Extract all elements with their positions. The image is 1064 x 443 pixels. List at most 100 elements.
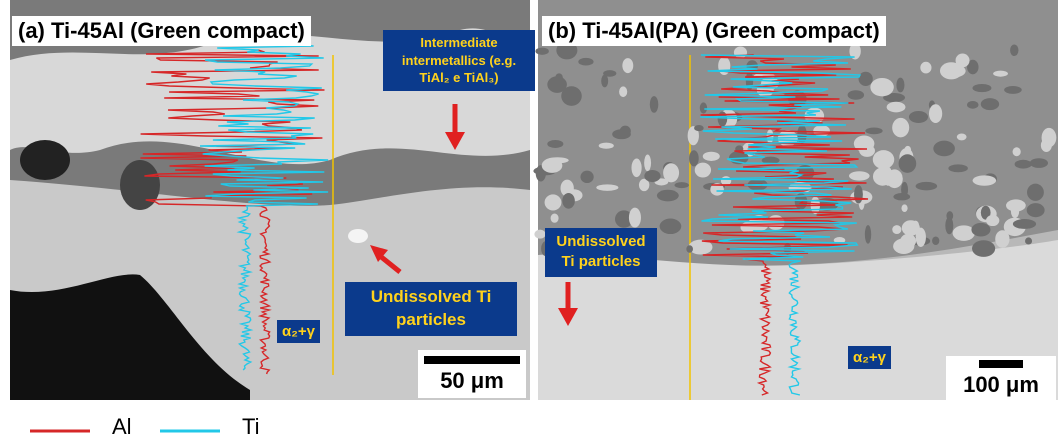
grain xyxy=(580,171,593,183)
grain xyxy=(663,163,679,182)
grain xyxy=(601,75,608,88)
grain xyxy=(892,118,909,138)
grain xyxy=(1013,219,1036,229)
grain xyxy=(689,150,699,166)
grain xyxy=(644,154,651,171)
grain xyxy=(892,225,901,234)
grain xyxy=(946,211,953,220)
grain xyxy=(631,159,641,178)
grain xyxy=(603,70,616,77)
grain xyxy=(971,223,990,237)
pore xyxy=(120,160,160,210)
grain xyxy=(957,133,967,140)
grain xyxy=(1004,86,1022,94)
grain xyxy=(734,47,747,59)
grain xyxy=(1041,139,1052,152)
grain xyxy=(1006,199,1026,211)
grain xyxy=(899,154,917,173)
panel-label: (b) Ti-45Al(PA) (Green compact) xyxy=(542,16,886,46)
grain xyxy=(718,111,728,126)
annotation: Intermediate intermetallics (e.g. TiAl₂ … xyxy=(383,30,535,91)
grain xyxy=(901,204,907,212)
grain xyxy=(695,163,711,178)
grain xyxy=(1027,203,1045,217)
grain xyxy=(870,78,893,96)
grain xyxy=(972,84,991,92)
panel-label: (a) Ti-45Al (Green compact) xyxy=(12,16,311,46)
grain xyxy=(956,53,970,67)
grain xyxy=(1030,158,1048,168)
grain xyxy=(1027,184,1044,201)
grain xyxy=(629,208,641,228)
grain xyxy=(929,104,942,123)
legend-label: Ti xyxy=(242,414,260,440)
grain xyxy=(599,143,614,149)
grain xyxy=(644,170,660,182)
scale-bar-label: 50 μm xyxy=(440,368,504,393)
grain xyxy=(849,171,870,180)
grain xyxy=(973,175,997,185)
grain xyxy=(675,182,689,188)
grain xyxy=(547,140,563,148)
grain xyxy=(700,102,707,113)
grain xyxy=(1015,160,1032,169)
grain xyxy=(865,128,882,135)
grain xyxy=(854,185,863,203)
grain xyxy=(893,193,910,200)
scale-bar: 100 μm xyxy=(946,356,1056,400)
phase-label: α₂+γ xyxy=(848,346,891,369)
grain xyxy=(887,102,906,113)
grain xyxy=(916,228,926,247)
grain xyxy=(535,48,548,55)
grain xyxy=(562,193,575,209)
grain xyxy=(1010,44,1018,56)
grain xyxy=(694,125,704,131)
grain xyxy=(865,225,871,244)
grain xyxy=(953,225,975,241)
grain xyxy=(546,157,569,163)
grain xyxy=(884,167,893,186)
grain xyxy=(859,72,873,86)
grain xyxy=(1025,237,1032,244)
scale-bar: 50 μm xyxy=(418,350,526,398)
grain xyxy=(948,164,968,172)
grain xyxy=(932,236,939,245)
grain xyxy=(686,245,693,252)
grain xyxy=(972,240,995,257)
grain xyxy=(703,152,720,161)
grain xyxy=(657,190,679,202)
grain xyxy=(848,90,864,100)
grain xyxy=(916,182,938,191)
grain xyxy=(551,213,559,222)
grain xyxy=(612,129,631,139)
pore xyxy=(20,140,70,180)
grain xyxy=(909,111,928,123)
legend-label: Al xyxy=(112,414,132,440)
grain xyxy=(545,194,562,210)
particle xyxy=(348,229,368,243)
grain xyxy=(622,58,633,73)
grain xyxy=(596,184,618,191)
grain xyxy=(893,238,914,254)
grain xyxy=(660,219,682,234)
grain xyxy=(967,101,978,109)
scale-bar-label: 100 μm xyxy=(963,372,1039,397)
grain xyxy=(813,125,830,137)
grain xyxy=(993,71,1008,77)
phase-label: α₂+γ xyxy=(277,320,320,343)
grain xyxy=(1013,147,1021,156)
grain xyxy=(986,215,999,226)
annotation: Undissolved Ti particles xyxy=(345,282,517,336)
grain xyxy=(873,150,894,169)
grain xyxy=(920,62,931,74)
grain xyxy=(534,230,545,239)
grain xyxy=(619,86,627,97)
grain xyxy=(896,78,904,93)
annotation: Undissolved Ti particles xyxy=(545,228,657,277)
grain xyxy=(547,76,567,93)
grain xyxy=(981,98,999,110)
grain xyxy=(578,58,593,66)
grain xyxy=(995,230,1009,248)
grain xyxy=(859,145,875,157)
grain xyxy=(933,141,955,157)
